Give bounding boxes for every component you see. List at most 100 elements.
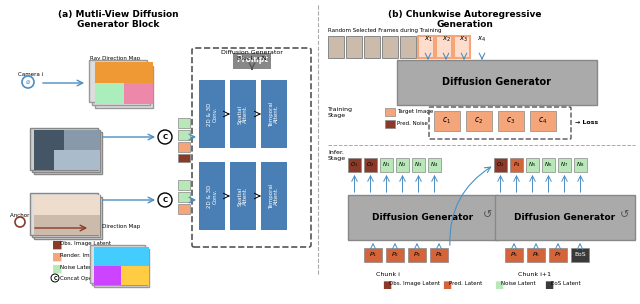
Bar — [495, 195, 635, 240]
Text: Temporal
Attent.: Temporal Attent. — [269, 183, 280, 209]
Text: Temporal
Attent.: Temporal Attent. — [269, 101, 280, 127]
Bar — [94, 247, 149, 266]
Text: ■: ■ — [494, 280, 503, 290]
Text: $x_2$: $x_2$ — [442, 35, 451, 44]
Text: Obs. Image Latent: Obs. Image Latent — [60, 241, 111, 246]
Text: Noise Latent: Noise Latent — [60, 265, 95, 270]
Text: $N_3$: $N_3$ — [414, 161, 422, 169]
Text: $O_2$: $O_2$ — [366, 161, 374, 169]
Text: Spatial
Attent.: Spatial Attent. — [237, 186, 248, 206]
Bar — [95, 66, 153, 108]
Bar — [382, 36, 398, 58]
Bar — [364, 158, 377, 172]
Bar — [510, 158, 523, 172]
Text: Noise Latent: Noise Latent — [501, 281, 536, 286]
Text: (b) Chunkwise Autoregressive
Generation: (b) Chunkwise Autoregressive Generation — [388, 10, 541, 29]
Bar — [386, 248, 404, 262]
Circle shape — [158, 130, 172, 144]
Text: C: C — [163, 134, 168, 140]
Text: $N_8$: $N_8$ — [577, 161, 585, 169]
Bar — [34, 130, 64, 170]
Bar — [34, 197, 102, 239]
Text: 2D & 3D
Conv.: 2D & 3D Conv. — [207, 184, 218, 208]
Bar — [95, 62, 153, 104]
Bar — [346, 36, 362, 58]
Bar — [494, 158, 507, 172]
Bar — [178, 192, 190, 202]
Bar — [418, 36, 434, 58]
Text: Chunk i+1: Chunk i+1 — [518, 272, 550, 277]
Bar — [396, 158, 409, 172]
Text: Ray Direction Map: Ray Direction Map — [90, 56, 140, 61]
Text: $c_4$: $c_4$ — [538, 116, 548, 126]
Bar — [34, 195, 100, 215]
Text: $c_3$: $c_3$ — [506, 116, 516, 126]
Text: ■: ■ — [442, 280, 451, 290]
Bar — [178, 130, 190, 140]
Text: Chunk i: Chunk i — [376, 272, 400, 277]
Bar — [385, 120, 395, 128]
Bar — [397, 60, 597, 105]
Bar — [199, 80, 225, 148]
Bar — [30, 128, 98, 170]
Text: Diffusion Generator: Diffusion Generator — [515, 212, 616, 222]
Bar — [364, 36, 380, 58]
Text: $P_4$: $P_4$ — [435, 250, 443, 259]
Bar — [34, 132, 102, 174]
Bar — [94, 247, 121, 285]
Bar — [178, 204, 190, 214]
Text: EoS: EoS — [574, 253, 586, 257]
Circle shape — [158, 193, 172, 207]
Bar — [34, 195, 100, 235]
Text: $x_3$: $x_3$ — [460, 35, 468, 44]
Bar — [34, 130, 100, 170]
Bar — [428, 158, 441, 172]
Bar — [178, 154, 190, 162]
Bar — [400, 36, 416, 58]
Bar — [408, 248, 426, 262]
Bar — [385, 108, 395, 116]
Bar — [328, 36, 344, 58]
Bar — [32, 130, 100, 172]
Bar — [530, 111, 556, 131]
Bar — [571, 248, 589, 262]
Bar — [90, 245, 145, 283]
Bar — [92, 247, 147, 285]
Text: 2D & 3D
Conv.: 2D & 3D Conv. — [207, 102, 218, 126]
Text: ■: ■ — [382, 280, 391, 290]
Bar — [436, 36, 452, 58]
Text: Obs. Image Latent: Obs. Image Latent — [389, 281, 440, 286]
Text: Training
Stage: Training Stage — [328, 107, 353, 118]
Text: $x_1$: $x_1$ — [424, 35, 433, 44]
Bar — [364, 248, 382, 262]
Bar — [574, 158, 587, 172]
Bar — [261, 162, 287, 230]
Text: Random Selected Frames during Training: Random Selected Frames during Training — [328, 28, 442, 33]
Bar — [526, 158, 539, 172]
Text: ↺: ↺ — [620, 210, 630, 220]
Text: EoS Latent: EoS Latent — [551, 281, 580, 286]
Bar — [95, 62, 124, 104]
Bar — [498, 111, 524, 131]
Text: Concat Operation: Concat Operation — [60, 276, 108, 281]
Bar — [348, 158, 361, 172]
Bar — [178, 118, 190, 128]
Bar — [94, 247, 149, 285]
Bar — [348, 195, 498, 240]
Text: Ray Direction Map: Ray Direction Map — [90, 224, 140, 229]
Text: → Loss: → Loss — [575, 119, 598, 125]
Text: $P_7$: $P_7$ — [554, 250, 562, 259]
Text: $O_1$: $O_1$ — [350, 161, 358, 169]
Bar — [30, 193, 98, 235]
Text: ■: ■ — [52, 252, 63, 262]
Text: $N_6$: $N_6$ — [545, 161, 553, 169]
Bar — [89, 60, 147, 102]
Bar — [430, 248, 448, 262]
Text: Anchor View i+1: Anchor View i+1 — [10, 213, 56, 218]
Text: Spatial
Attent.: Spatial Attent. — [237, 105, 248, 123]
Bar — [261, 80, 287, 148]
Text: $N_4$: $N_4$ — [430, 161, 438, 169]
Bar — [454, 36, 470, 58]
Text: $N_1$: $N_1$ — [382, 161, 390, 169]
Text: C: C — [53, 275, 57, 281]
